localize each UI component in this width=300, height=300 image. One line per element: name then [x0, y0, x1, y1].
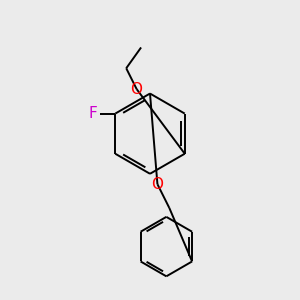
Text: O: O	[152, 177, 164, 192]
Text: F: F	[89, 106, 98, 121]
Text: O: O	[130, 82, 142, 97]
